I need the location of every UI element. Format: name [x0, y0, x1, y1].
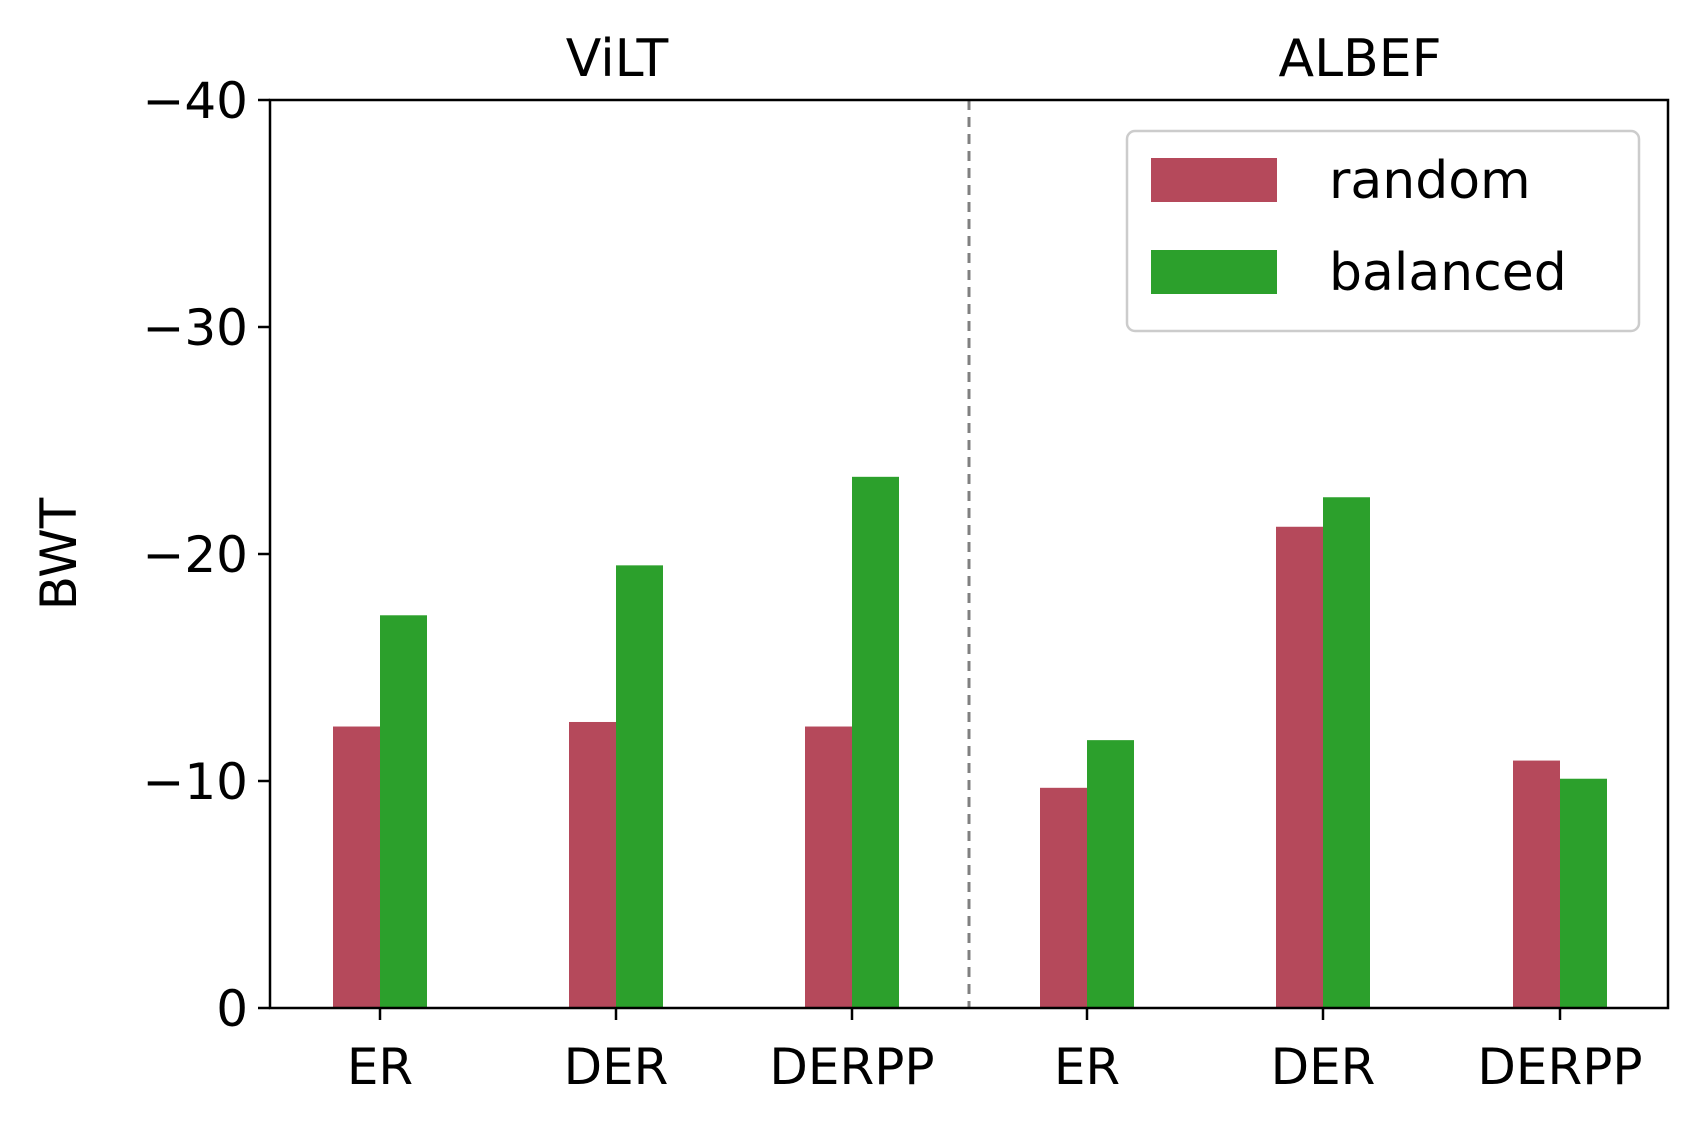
- bar-vilt-er-random: [333, 726, 380, 1008]
- x-tick-label: DERPP: [769, 1038, 934, 1096]
- group-titles: ViLT ALBEF: [566, 29, 1442, 89]
- y-tick-label: −10: [142, 753, 248, 811]
- bar-albef-der-random: [1276, 526, 1323, 1008]
- x-tick-label: ER: [1054, 1038, 1120, 1096]
- y-axis-label: BWT: [30, 497, 88, 610]
- bar-vilt-derpp-balanced: [852, 476, 899, 1008]
- legend-swatch-balanced: [1151, 250, 1277, 294]
- bar-albef-er-random: [1040, 787, 1087, 1008]
- y-tick-label: 0: [216, 980, 248, 1038]
- bar-albef-derpp-random: [1513, 760, 1560, 1008]
- bar-vilt-derpp-random: [805, 726, 852, 1008]
- bar-vilt-der-balanced: [616, 565, 663, 1008]
- y-axis: 0 −10 −20 −30 −40: [142, 72, 270, 1038]
- group-title-vilt: ViLT: [566, 29, 669, 89]
- legend-swatch-random: [1151, 158, 1277, 202]
- legend-label-random: random: [1329, 151, 1531, 211]
- y-tick-label: −40: [142, 72, 248, 130]
- y-tick-label: −20: [142, 526, 248, 584]
- bar-vilt-er-balanced: [380, 615, 427, 1008]
- x-tick-label: DER: [1271, 1038, 1376, 1096]
- x-tick-label: DER: [564, 1038, 669, 1096]
- bar-albef-derpp-balanced: [1560, 778, 1607, 1008]
- bar-vilt-der-random: [569, 721, 616, 1008]
- legend: random balanced: [1125, 129, 1641, 333]
- x-tick-label: DERPP: [1477, 1038, 1642, 1096]
- y-tick-label: −30: [142, 299, 248, 357]
- bars-layer: [333, 476, 1607, 1008]
- legend-label-balanced: balanced: [1329, 243, 1567, 303]
- bar-albef-er-balanced: [1087, 740, 1134, 1008]
- group-title-albef: ALBEF: [1279, 29, 1442, 89]
- bar-albef-der-balanced: [1323, 497, 1370, 1008]
- x-tick-label: ER: [347, 1038, 413, 1096]
- x-axis: ER DER DERPP ER DER DERPP: [347, 1008, 1643, 1096]
